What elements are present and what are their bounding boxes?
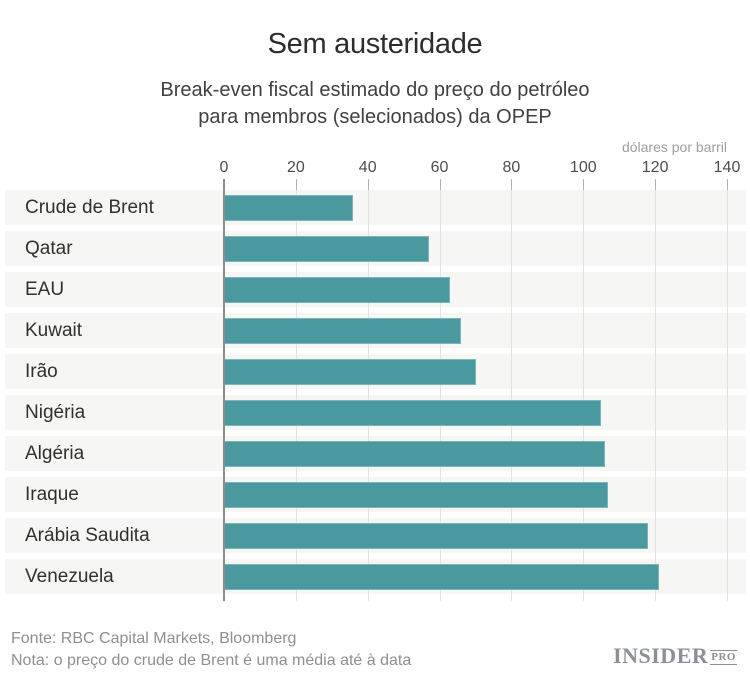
- category-label: Kuwait: [25, 320, 83, 341]
- bar: [224, 317, 462, 344]
- x-axis-tick: [583, 179, 585, 190]
- x-axis-tick: [727, 179, 728, 190]
- x-axis-tick-label: 80: [502, 159, 521, 176]
- bar: [224, 522, 648, 549]
- x-axis-unit-label: dólares por barril: [621, 139, 727, 155]
- bar: [224, 399, 602, 426]
- x-axis-tick: [655, 179, 657, 190]
- logo-text: INSIDER: [613, 643, 709, 668]
- insiderpro-logo: INSIDER PRO: [613, 643, 737, 669]
- chart-subtitle-line1: Break-even fiscal estimado do preço do p…: [160, 79, 590, 101]
- category-label: Nigéria: [25, 402, 86, 423]
- logo-suffix-badge: PRO: [710, 650, 737, 665]
- category-label: Crude de Brent: [25, 197, 154, 218]
- row-band: [5, 190, 746, 225]
- category-label: Arábia Saudita: [25, 525, 150, 546]
- page-title: Sem austeridade: [267, 28, 483, 60]
- x-axis-tick-label: 0: [219, 159, 229, 176]
- bar: [224, 276, 451, 303]
- x-axis-tick: [511, 179, 513, 190]
- x-gridline: [511, 190, 513, 601]
- x-gridline: [655, 190, 657, 601]
- category-label: EAU: [25, 279, 65, 300]
- methodology-note: Nota: o preço do crude de Brent é uma mé…: [11, 652, 412, 669]
- source-note: Fonte: RBC Capital Markets, Bloomberg: [11, 630, 297, 647]
- category-label: Algéria: [25, 443, 85, 464]
- x-axis-tick: [367, 179, 369, 190]
- chart-subtitle: Break-even fiscal estimado do preço do p…: [0, 77, 750, 131]
- bar: [224, 440, 605, 467]
- bar: [224, 481, 609, 508]
- x-axis-tick: [295, 179, 297, 190]
- x-axis-tick: [439, 179, 441, 190]
- x-gridline: [439, 190, 441, 601]
- category-label: Qatar: [25, 238, 73, 259]
- category-label: Irão: [25, 361, 58, 382]
- bar: [224, 563, 659, 590]
- bar: [224, 194, 354, 221]
- x-gridline: [295, 190, 297, 601]
- x-axis-tick-label: 140: [713, 159, 741, 176]
- x-gridline: [727, 190, 728, 601]
- x-axis-tick-label: 60: [430, 159, 449, 176]
- bar: [224, 235, 429, 262]
- chart-subtitle-line2: para membros (selecionados) da OPEP: [198, 106, 552, 128]
- x-gridline: [583, 190, 585, 601]
- x-axis-tick-label: 100: [569, 159, 597, 176]
- zero-axis-line: [223, 179, 225, 601]
- x-axis-tick-label: 40: [358, 159, 377, 176]
- category-label: Venezuela: [25, 566, 114, 587]
- x-axis-tick-label: 20: [286, 159, 305, 176]
- x-axis-tick-label: 120: [641, 159, 669, 176]
- x-gridline: [367, 190, 369, 601]
- bar: [224, 358, 476, 385]
- footer: Fonte: RBC Capital Markets, Bloomberg No…: [11, 628, 411, 672]
- category-label: Iraque: [25, 484, 79, 505]
